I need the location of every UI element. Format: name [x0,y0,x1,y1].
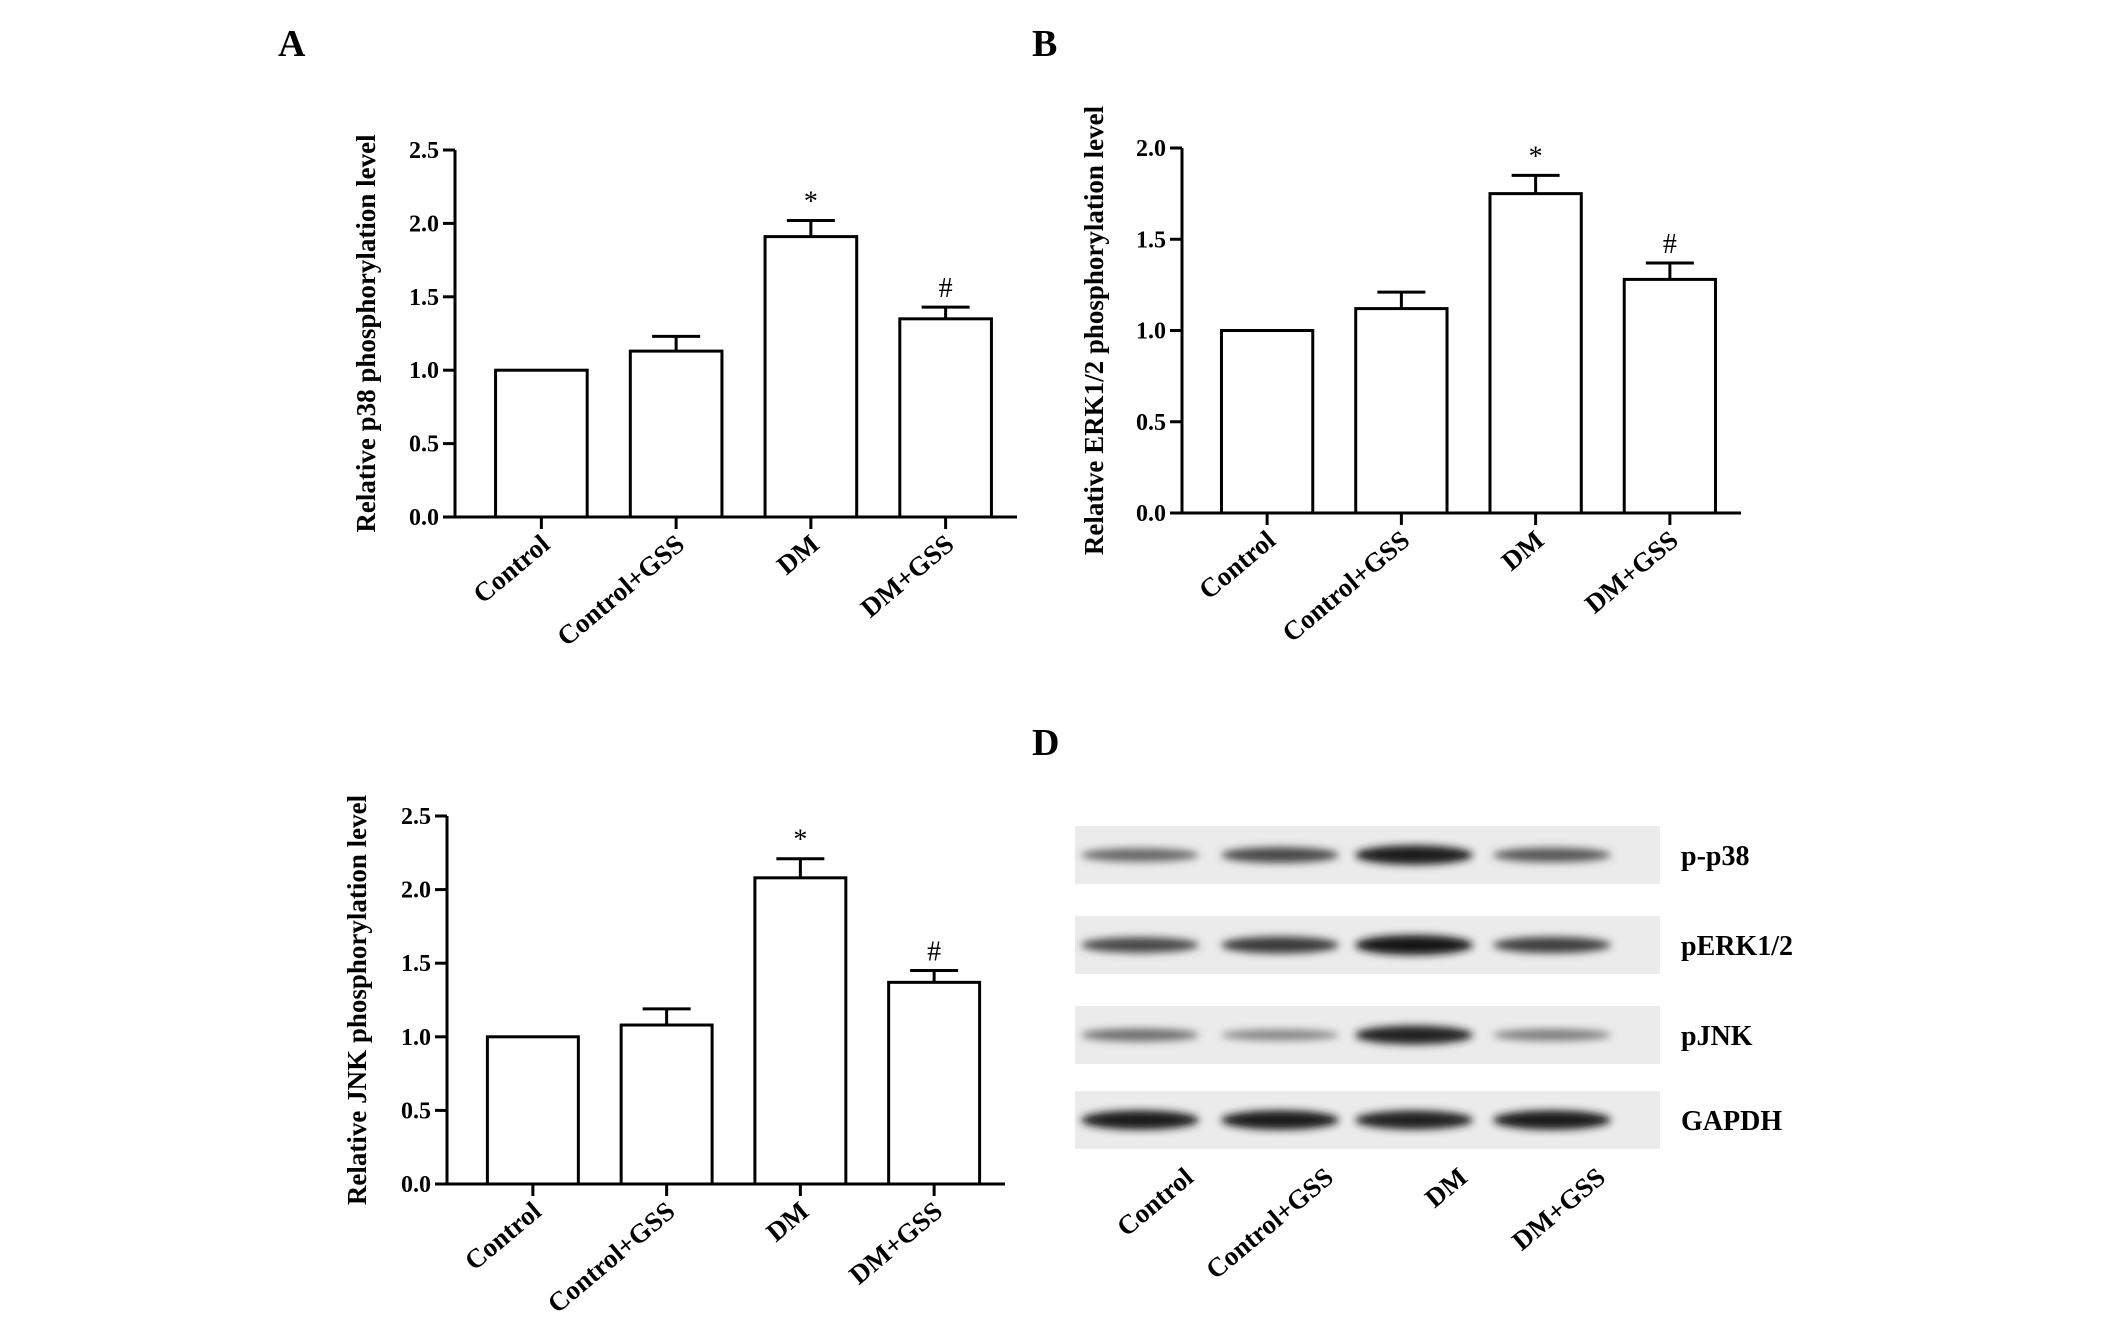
chart-b-y-label: Relative ERK1/2 phosphorylation level [1079,105,1109,555]
blot-row-label: pJNK [1681,1021,1753,1052]
chart-a-category-label: Control [467,528,555,609]
blot-row-pjnk: pJNK [1075,1006,1753,1064]
chart-c-y-tick-label: 1.0 [401,1025,431,1051]
blot-row-label: pERK1/2 [1681,931,1793,962]
blot-band [1355,935,1473,955]
chart-b-bar [1354,307,1449,515]
blot-row-gapdh: GAPDH [1075,1091,1782,1149]
panel-label-b: B [1032,23,1057,65]
chart-a-category-label: Control+GSS [551,529,690,652]
blot-band [1081,937,1199,953]
chart-c-y-tick-label: 2.0 [401,878,431,904]
blot-lane-label: DM+GSS [1506,1162,1611,1257]
blot-row-label: p-p38 [1681,841,1749,872]
western-blot: p-p38 pERK1/2 pJNK GAPDH Control Control+GSS D… [1075,826,1793,1285]
chart-c-category-label: Control [459,1195,547,1276]
blot-band [1081,1110,1199,1130]
chart-a-significance: # [939,273,953,304]
chart-c-bar [619,1023,714,1186]
blot-band [1081,848,1199,862]
chart-b-y-tick-label: 0.0 [1136,501,1166,527]
blot-band [1221,1029,1339,1041]
chart-b-bar [1622,277,1718,515]
blot-band [1221,1110,1339,1130]
panel-label-d: D [1032,722,1059,764]
chart-c-bar [485,1035,580,1186]
chart-b-y-tick-label: 2.0 [1136,136,1166,162]
chart-c-y-tick-label: 0.5 [401,1098,431,1124]
blot-band [1493,936,1611,954]
chart-b-bar [1219,329,1315,515]
chart-a-category-label: DM [771,529,825,581]
chart-b: 0.0 0.5 1.0 1.5 2.0 Relative ERK1/2 phosphory… [1079,105,1741,648]
chart-c-bar [887,980,982,1186]
chart-a-y-tick-label: 2.0 [409,211,439,237]
chart-a-bar [628,349,724,519]
chart-a-y-tick-label: 1.5 [409,285,439,311]
blot-lane-label: Control [1111,1161,1199,1242]
blot-row-p-p38: p-p38 [1075,826,1749,884]
chart-a-bar [494,368,589,519]
blot-band [1221,847,1339,863]
chart-c-significance: * [793,825,807,856]
chart-b-significance: # [1663,229,1677,260]
chart-c-y-tick-label: 0.0 [401,1172,431,1198]
blot-band [1355,1110,1473,1130]
chart-b-category-label: Control [1193,524,1281,605]
chart-a-y-tick-label: 0.5 [409,432,439,458]
chart-b-bar [1488,192,1583,515]
blot-lane-label: Control+GSS [1200,1162,1339,1285]
blot-row-perk1-2: pERK1/2 [1075,916,1793,974]
chart-a-y-tick-label: 1.0 [409,358,439,384]
chart-c-category-label: DM+GSS [843,1196,948,1291]
blot-band [1493,1029,1611,1041]
chart-b-category-label: DM+GSS [1579,525,1684,620]
chart-c-bar [753,876,848,1186]
chart-c-significance: # [927,937,941,968]
chart-b-significance: * [1529,141,1543,172]
blot-band [1493,847,1611,863]
blot-band [1355,1025,1473,1045]
chart-a-y-label: Relative p38 phosphorylation level [351,134,381,533]
chart-a-bar [898,317,993,519]
blot-band [1081,1028,1199,1042]
chart-b-y-tick-label: 0.5 [1136,410,1166,436]
panel-label-a: A [278,23,306,65]
chart-b-category-label: DM [1496,525,1550,577]
blot-band [1493,1110,1611,1130]
blot-row-label: GAPDH [1681,1106,1782,1137]
chart-a-category-label: DM+GSS [855,529,960,624]
chart-c-y-tick-label: 2.5 [401,804,431,830]
chart-b-category-label: Control+GSS [1276,525,1415,648]
chart-a: 0.0 0.5 1.0 1.5 2.0 2.5 Relative p38 phosphory… [351,134,1017,652]
chart-a-y-tick-label: 0.0 [409,505,439,531]
chart-a-y-tick-label: 2.5 [409,138,439,164]
chart-b-y-tick-label: 1.0 [1136,319,1166,345]
chart-c-y-tick-label: 1.5 [401,951,431,977]
chart-c-category-label: Control+GSS [542,1196,681,1319]
chart-a-significance: * [804,186,818,217]
blot-lane-label: DM [1419,1162,1473,1214]
chart-a-bar [763,235,859,519]
chart-b-y-tick-label: 1.5 [1136,227,1166,253]
blot-band [1221,936,1339,954]
chart-c-category-label: DM [760,1196,814,1248]
chart-c: 0.0 0.5 1.0 1.5 2.0 2.5 Relative JNK phosphory… [342,794,1005,1319]
blot-band [1355,845,1473,865]
bar-charts: 0.0 0.5 1.0 1.5 2.0 2.5 Relative p38 phosphory… [342,105,1741,1319]
chart-c-y-label: Relative JNK phosphorylation level [342,794,372,1205]
